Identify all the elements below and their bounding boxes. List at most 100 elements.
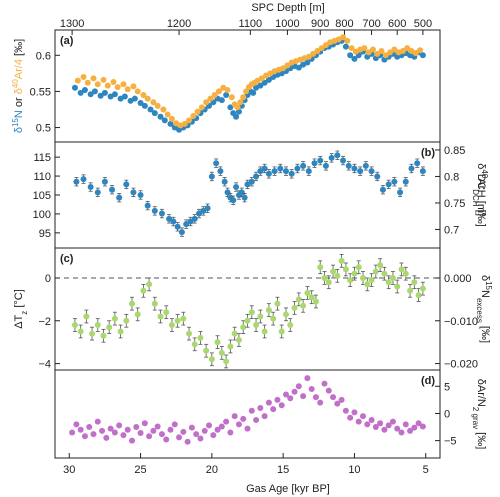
data-point-d: [312, 394, 319, 401]
data-point-d: [206, 422, 212, 429]
panel-letter-d: (d): [421, 375, 435, 387]
data-point-d: [381, 426, 388, 433]
data-marks: [69, 34, 426, 445]
data-point-a: [167, 120, 174, 127]
data-point-a: [114, 84, 121, 91]
data-point-b: [283, 168, 289, 175]
data-point-c: [227, 343, 234, 350]
data-point-a: [382, 52, 389, 59]
data-point-c: [304, 289, 311, 296]
data-point-c: [355, 264, 362, 271]
data-point-c: [253, 322, 260, 329]
data-point-c: [308, 294, 315, 301]
data-point-b: [178, 229, 185, 236]
panel-letter-a: (a): [60, 35, 74, 47]
data-point-a: [157, 113, 164, 120]
bottom-axis-label: Gas Age [kyr BP]: [246, 483, 330, 495]
data-point-c: [385, 279, 392, 286]
data-point-c: [231, 330, 238, 337]
data-point-a: [141, 102, 148, 109]
data-point-c: [312, 298, 319, 305]
data-point-d: [342, 407, 349, 414]
data-point-d: [377, 420, 384, 427]
data-point-d: [347, 414, 354, 421]
data-point-a: [344, 37, 351, 44]
data-point-b: [357, 168, 364, 175]
data-point-c: [377, 262, 384, 269]
data-point-a: [77, 89, 84, 96]
data-point-a: [140, 92, 147, 99]
y-axis-label-c: ΔTz [°C]: [13, 289, 29, 329]
data-point-a: [215, 88, 222, 95]
data-point-c: [334, 272, 341, 279]
data-point-c: [214, 339, 221, 346]
y-tick-label-b: 0.85: [444, 145, 465, 157]
data-point-a: [137, 99, 144, 106]
y-tick-label-d: 5: [444, 381, 450, 393]
data-point-a: [318, 45, 325, 52]
data-point-a: [284, 62, 291, 69]
data-point-b: [257, 168, 264, 175]
data-point-b: [123, 181, 130, 188]
data-point-a: [90, 75, 97, 82]
data-point-c: [186, 330, 193, 337]
data-point-b: [248, 178, 255, 185]
data-point-d: [270, 406, 277, 413]
data-point-a: [80, 73, 87, 80]
data-point-d: [389, 418, 396, 425]
data-point-a: [134, 88, 141, 95]
right-y-tick-label-b: 100: [33, 209, 51, 221]
data-point-d: [368, 416, 375, 423]
data-point-c: [402, 270, 409, 277]
data-point-d: [274, 396, 281, 403]
right-y-axis-label-c: δ15Nexcess [‰]: [476, 275, 494, 343]
data-point-b: [230, 197, 237, 204]
data-point-b: [288, 170, 295, 177]
data-point-c: [325, 279, 332, 286]
data-point-a: [342, 43, 349, 50]
panel-letter-b: (b): [421, 147, 435, 159]
data-point-c: [394, 283, 401, 290]
data-point-a: [154, 102, 161, 109]
data-point-a: [361, 45, 368, 52]
age-tick-label: 30: [63, 464, 75, 476]
data-point-d: [197, 435, 204, 442]
data-point-c: [244, 317, 251, 324]
data-point-c: [270, 315, 277, 322]
data-point-c: [411, 279, 418, 286]
data-point-b: [101, 178, 108, 185]
data-point-b: [300, 162, 307, 169]
data-point-d: [99, 427, 106, 434]
data-point-b: [196, 210, 203, 217]
right-y-tick-label-b: 110: [33, 171, 51, 183]
data-point-a: [100, 76, 107, 83]
data-point-a: [243, 88, 250, 95]
data-point-a: [351, 55, 358, 62]
data-point-b: [351, 165, 358, 172]
y-tick-label-a: 0.55: [30, 86, 51, 98]
data-point-c: [146, 281, 153, 288]
data-point-a: [164, 111, 171, 118]
depth-tick-label: 1100: [239, 18, 263, 30]
data-point-a: [417, 47, 424, 54]
data-point-c: [248, 309, 255, 316]
data-point-a: [261, 79, 268, 86]
age-tick-label: 5: [423, 464, 429, 476]
data-point-a: [121, 93, 128, 100]
right-y-tick-label-c: 0.000: [444, 273, 472, 285]
axes-frames: [54, 29, 441, 459]
data-point-d: [240, 415, 247, 422]
data-point-d: [364, 421, 371, 428]
data-point-a: [151, 110, 158, 117]
data-point-c: [283, 311, 289, 318]
y-tick-label-a: 0.5: [36, 123, 51, 135]
data-point-b: [213, 160, 220, 167]
data-point-c: [295, 296, 302, 303]
data-point-b: [241, 194, 248, 201]
data-point-b: [391, 178, 398, 185]
data-point-b: [80, 176, 87, 183]
data-point-c: [197, 334, 204, 341]
data-point-b: [166, 215, 173, 222]
data-point-a: [198, 104, 205, 111]
data-point-b: [208, 173, 215, 180]
